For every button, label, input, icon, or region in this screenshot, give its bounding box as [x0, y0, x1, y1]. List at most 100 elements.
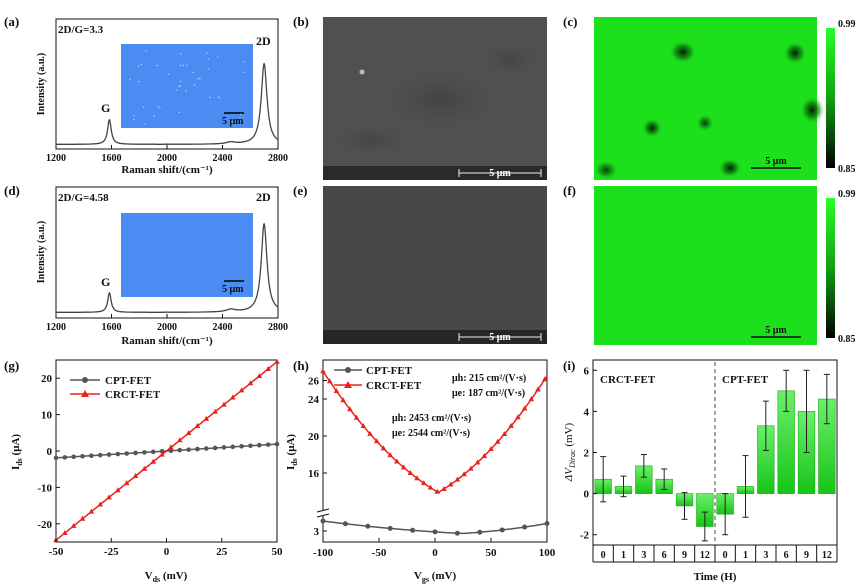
data-point: [477, 529, 483, 535]
inset-scale-label: 5 μm: [222, 284, 244, 295]
colorbar-min: 0.85: [838, 164, 856, 175]
data-point: [62, 455, 68, 460]
chart-title: 2D/G=4.58: [58, 192, 109, 204]
data-point: [441, 485, 447, 491]
x-tick-label: 100: [539, 547, 556, 559]
data-point: [168, 448, 174, 454]
x-tick-label: 2800: [268, 153, 288, 164]
panel-label-b: (b): [293, 14, 309, 29]
data-point: [80, 453, 85, 459]
crct-mobility-h: μh: 2453 cm²/(V·s): [392, 413, 471, 424]
data-point: [535, 386, 541, 392]
data-point: [159, 451, 165, 457]
x-tick-label: 1200: [46, 322, 66, 333]
data-point: [432, 529, 438, 535]
panel-label-i: (i): [563, 358, 575, 373]
y-axis-label: Ids (μA): [285, 434, 299, 470]
sem-image-b: 5 μm: [323, 17, 547, 180]
data-point: [238, 387, 245, 393]
data-point: [508, 422, 514, 428]
y-tick-label: 0: [584, 489, 590, 501]
x-tick-label: -25: [104, 546, 119, 558]
defect-spot: [783, 41, 807, 65]
data-point: [340, 397, 346, 403]
sem-surface: [323, 186, 547, 344]
x-tick-label: 2800: [268, 322, 288, 333]
y-tick-label: -2: [580, 530, 590, 542]
data-point: [248, 443, 253, 449]
map-surface: [594, 186, 817, 345]
x-tick-label: 3: [641, 550, 646, 561]
data-point: [544, 521, 550, 526]
cpt-mobility-e: μe: 187 cm²/(V·s): [452, 388, 525, 399]
inset-scale-label: 5 μm: [222, 116, 244, 127]
data-point: [410, 527, 416, 533]
data-point: [421, 480, 427, 486]
peak-label-2d: 2D: [256, 190, 271, 204]
data-point: [454, 530, 460, 536]
y-tick-label: 10: [41, 410, 53, 422]
y-tick-label: 16: [308, 468, 320, 480]
data-point: [360, 422, 367, 428]
optical-inset: [121, 213, 253, 297]
legend-cpt: CPT-FET: [105, 375, 152, 387]
data-point: [195, 446, 200, 452]
map-scale-label: 5 μm: [765, 156, 787, 167]
data-point: [347, 406, 353, 412]
data-point: [320, 518, 326, 524]
defect-spot: [594, 160, 618, 180]
data-point: [141, 465, 148, 471]
sem-scale-label: 5 μm: [489, 332, 511, 343]
data-point: [203, 446, 209, 451]
data-point: [541, 376, 548, 382]
x-axis-label: Raman shift/(cm⁻¹): [121, 335, 213, 347]
group-label-crct: CRCT-FET: [600, 374, 656, 386]
x-tick-label: 9: [804, 550, 809, 561]
x-axis-label: Vgs (mV): [414, 570, 457, 584]
data-point: [97, 501, 103, 507]
data-point: [212, 445, 218, 451]
raman-map-c: 5 μm 0.99 0.85: [594, 17, 856, 180]
y-tick-label: 2: [584, 448, 590, 460]
x-axis-label: Time (H): [694, 571, 737, 583]
data-point: [481, 452, 488, 458]
x-tick-label: 0: [164, 546, 170, 558]
defect-spot: [800, 96, 824, 124]
panel-label-a: (a): [4, 14, 19, 29]
legend: CPT-FET CRCT-FET: [334, 365, 422, 392]
data-point: [454, 476, 461, 482]
legend-crct: CRCT-FET: [105, 389, 161, 401]
x-tick-label: 25: [216, 546, 228, 558]
y-axis-label: Ids (μA): [10, 434, 24, 470]
y-tick-label: 26: [308, 376, 320, 388]
panel-label-d: (d): [4, 183, 20, 198]
data-point: [97, 452, 103, 458]
defect-spot: [669, 40, 697, 64]
x-tick-label: 0: [723, 550, 728, 561]
data-point: [106, 494, 112, 500]
map-surface: [594, 17, 817, 180]
x-tick-label: 0: [601, 550, 606, 561]
legend-crct: CRCT-FET: [366, 380, 422, 392]
y-tick-label: 4: [584, 406, 590, 418]
data-point: [177, 447, 183, 453]
y-tick-label: -10: [37, 482, 52, 494]
x-tick-label: 2000: [157, 322, 177, 333]
data-point: [185, 430, 192, 436]
data-point: [447, 481, 454, 487]
y-tick-label: 0: [47, 446, 53, 458]
data-point: [265, 365, 271, 371]
panel-label-e: (e): [293, 183, 307, 198]
x-tick-label: 9: [682, 550, 687, 561]
y-tick-label: 20: [308, 431, 320, 443]
crct-mobility-e: μe: 2544 cm²/(V·s): [392, 428, 470, 439]
panel-label-f: (f): [563, 183, 576, 198]
data-point: [427, 484, 434, 490]
data-point: [353, 414, 360, 420]
data-point: [212, 408, 218, 414]
data-point: [239, 443, 244, 449]
data-point: [373, 438, 380, 444]
data-point: [132, 472, 139, 478]
